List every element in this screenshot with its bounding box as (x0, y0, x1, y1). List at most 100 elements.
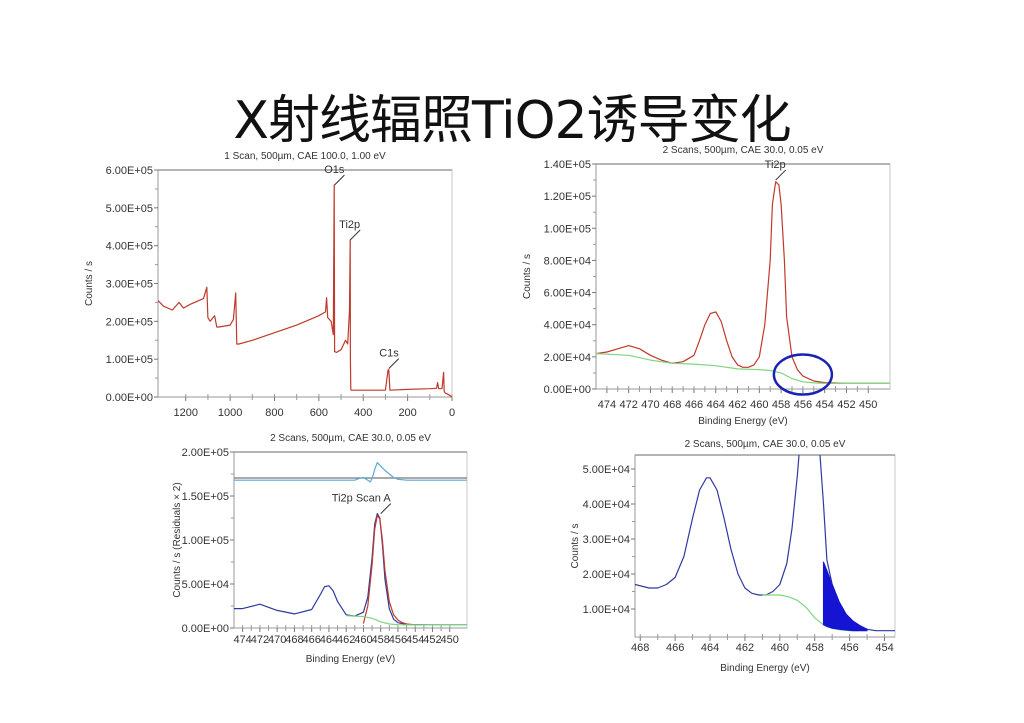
x-tick-label: 464 (320, 634, 338, 646)
x-axis-label: Binding Energy (eV) (698, 416, 788, 427)
x-tick-label: 452 (423, 634, 441, 646)
plot-frame (233, 451, 468, 629)
y-axis-label: Counts / s (Residuals × 2) (172, 482, 183, 597)
x-tick-label: 454 (875, 642, 893, 654)
y-tick-label: 1.50E+05 (182, 491, 229, 503)
x-tick-label: 466 (302, 634, 320, 646)
x-tick-label: 462 (337, 634, 355, 646)
x-tick-label: 462 (736, 642, 754, 654)
y-tick-label: 3.00E+05 (106, 279, 153, 291)
y-tick-label: 1.00E+05 (106, 354, 153, 366)
y-tick-label: 0.00E+00 (106, 392, 153, 404)
peak-label: O1s (324, 164, 345, 176)
x-tick-label: 450 (859, 399, 877, 411)
series-residuals (234, 462, 467, 483)
y-tick-label: 1.00E+04 (583, 604, 630, 616)
series-background (596, 353, 890, 384)
chart-title: 2 Scans, 500µm, CAE 30.0, 0.05 eV (663, 145, 824, 156)
x-tick-label: 466 (685, 399, 703, 411)
slide-title: X射线辐照TiO2诱导变化 (233, 91, 791, 151)
y-axis-label: Counts / s (570, 523, 581, 568)
y-tick-label: 2.00E+04 (544, 352, 591, 364)
y-axis-label: Counts / s (84, 261, 95, 306)
x-tick-label: 460 (771, 642, 789, 654)
y-tick-label: 6.00E+05 (106, 165, 153, 177)
x-tick-label: 460 (750, 399, 768, 411)
series-envelope (234, 512, 467, 626)
x-tick-label: 458 (806, 642, 824, 654)
y-tick-label: 3.00E+04 (583, 534, 630, 546)
x-tick-label: 600 (310, 407, 328, 419)
series-shaded-difference (822, 561, 868, 632)
series-envelope (635, 455, 800, 596)
x-tick-label: 456 (389, 634, 407, 646)
x-tick-label: 400 (354, 407, 372, 419)
x-tick-label: 474 (233, 634, 251, 646)
x-tick-label: 452 (837, 399, 855, 411)
y-tick-label: 1.00E+05 (544, 223, 591, 235)
x-axis-label: Binding Energy (eV) (720, 663, 810, 674)
y-tick-label: 5.00E+04 (182, 579, 229, 591)
x-tick-label: 462 (728, 399, 746, 411)
x-tick-label: 464 (707, 399, 725, 411)
series-background (346, 615, 467, 626)
y-tick-label: 6.00E+04 (544, 288, 591, 300)
x-tick-label: 472 (619, 399, 637, 411)
y-tick-label: 2.00E+04 (583, 569, 630, 581)
x-tick-label: 1200 (173, 407, 197, 419)
chart-ti2p-zoom: 2 Scans, 500µm, CAE 30.0, 0.05 eV 1.00E+0… (570, 439, 896, 674)
y-tick-label: 4.00E+05 (106, 241, 153, 253)
chart-title: 1 Scan, 500µm, CAE 100.0, 1.00 eV (224, 151, 386, 162)
highlight-ellipse (772, 353, 834, 396)
x-tick-label: 466 (666, 642, 684, 654)
peak-label: C1s (379, 348, 399, 360)
x-tick-label: 456 (840, 642, 858, 654)
chart-title: 2 Scans, 500µm, CAE 30.0, 0.05 eV (685, 439, 846, 450)
plot-frame (595, 163, 891, 390)
x-tick-label: 454 (815, 399, 833, 411)
x-tick-label: 0 (449, 407, 455, 419)
x-tick-label: 458 (772, 399, 790, 411)
peak-label: Ti2p (339, 219, 360, 231)
x-tick-label: 458 (372, 634, 390, 646)
x-tick-label: 454 (406, 634, 424, 646)
x-tick-label: 464 (701, 642, 719, 654)
chart-ti2p-fit: 2 Scans, 500µm, CAE 30.0, 0.05 eV 0.00E+0… (172, 433, 468, 665)
y-tick-label: 0.00E+00 (182, 623, 229, 635)
y-tick-label: 1.00E+05 (182, 535, 229, 547)
y-tick-label: 2.00E+05 (106, 316, 153, 328)
x-tick-label: 468 (285, 634, 303, 646)
y-tick-label: 2.00E+05 (182, 447, 229, 459)
x-tick-label: 1000 (218, 407, 242, 419)
series-spectrum (596, 181, 890, 384)
plot-frame (157, 169, 453, 398)
x-tick-label: 470 (268, 634, 286, 646)
chart-ti2p: 2 Scans, 500µm, CAE 30.0, 0.05 eV 0.00E+0… (522, 145, 891, 427)
plot-frame (634, 454, 896, 638)
series-component (362, 514, 416, 626)
y-tick-label: 1.40E+05 (544, 159, 591, 171)
x-axis-label: Binding Energy (eV) (306, 654, 396, 665)
x-tick-label: 456 (794, 399, 812, 411)
series-survey (158, 184, 452, 397)
x-tick-label: 800 (265, 407, 283, 419)
x-tick-label: 468 (663, 399, 681, 411)
y-axis-label: Counts / s (522, 254, 533, 299)
x-tick-label: 472 (251, 634, 269, 646)
x-tick-label: 450 (441, 634, 459, 646)
x-tick-label: 470 (641, 399, 659, 411)
y-tick-label: 1.20E+05 (544, 191, 591, 203)
y-tick-label: 8.00E+04 (544, 255, 591, 267)
y-tick-label: 0.00E+00 (544, 384, 591, 396)
chart-title: 2 Scans, 500µm, CAE 30.0, 0.05 eV (270, 433, 431, 444)
y-tick-label: 4.00E+04 (544, 320, 591, 332)
y-tick-label: 5.00E+05 (106, 203, 153, 215)
peak-label: Ti2p (765, 159, 786, 171)
y-tick-label: 4.00E+04 (583, 499, 630, 511)
x-tick-label: 474 (598, 399, 616, 411)
x-tick-label: 468 (631, 642, 649, 654)
peak-label: Ti2p Scan A (332, 493, 392, 505)
chart-survey: 1 Scan, 500µm, CAE 100.0, 1.00 eV 0.00E+0… (84, 151, 455, 419)
x-tick-label: 200 (398, 407, 416, 419)
